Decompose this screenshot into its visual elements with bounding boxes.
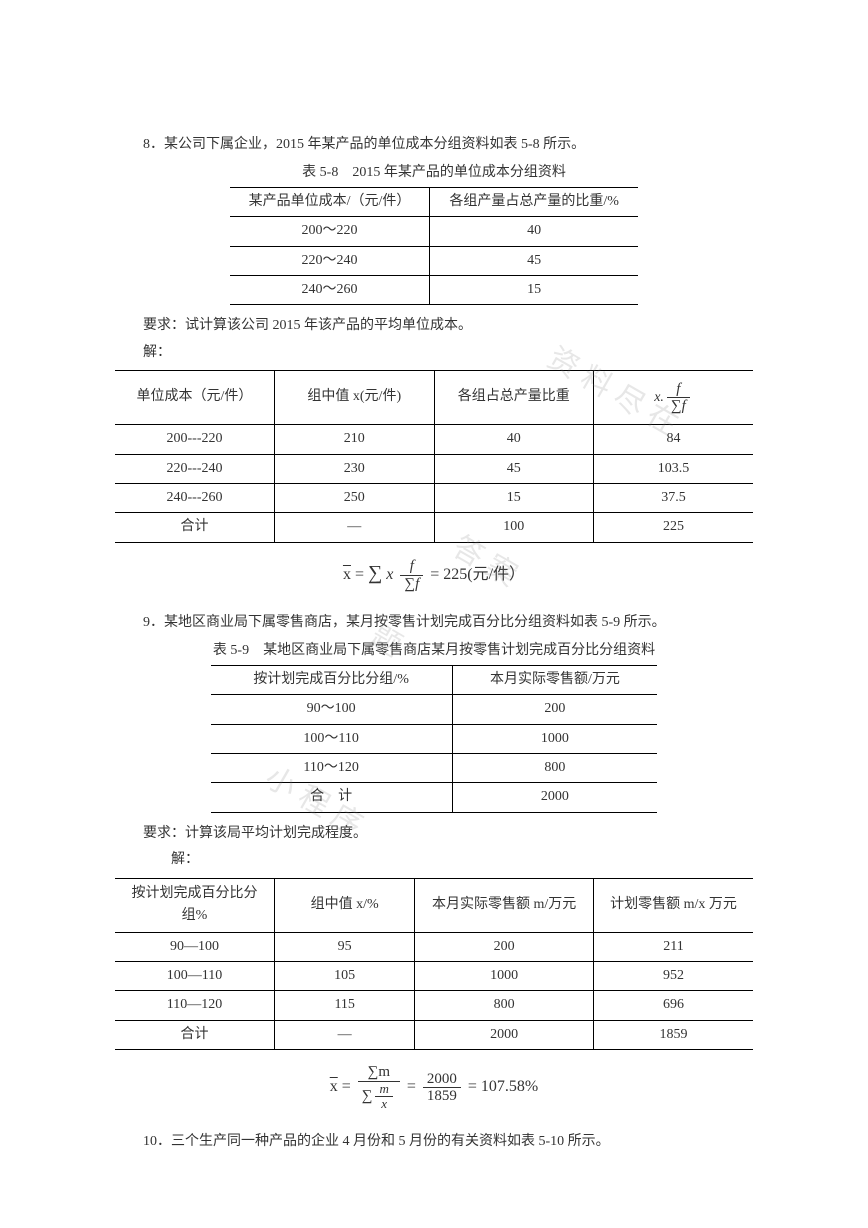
q9-formula: x = ∑m ∑mx = 2000 1859 = 107.58%: [115, 1064, 753, 1111]
th: 各组占总产量比重: [434, 371, 594, 425]
table-row: 200---2202104084: [115, 425, 753, 454]
table-row: 合计—20001859: [115, 1020, 753, 1049]
table-row: 按计划完成百分比分组% 组中值 x/% 本月实际零售额 m/万元 计划零售额 m…: [115, 878, 753, 932]
page: 资料尽在 答案 小程序 题 8．某公司下属企业，2015 年某产品的单位成本分组…: [0, 0, 868, 1228]
table-row: 100—1101051000952: [115, 961, 753, 990]
th: 本月实际零售额 m/万元: [415, 878, 594, 932]
th: 按计划完成百分比分组/%: [211, 665, 452, 694]
table-row: 90～100200: [211, 695, 658, 724]
table-row: 合计—100225: [115, 513, 753, 542]
table-row: 220～24045: [230, 246, 638, 275]
table-row: 100～1101000: [211, 724, 658, 753]
q9-sol: 解：: [171, 849, 753, 871]
q8-formula: x = ∑ x f∑f = 225(元/件）: [115, 557, 753, 592]
table-row: 90—10095200211: [115, 932, 753, 961]
th: 计划零售额 m/x 万元: [593, 878, 753, 932]
table-row: 按计划完成百分比分组/% 本月实际零售额/万元: [211, 665, 658, 694]
table-row: 110—120115800696: [115, 991, 753, 1020]
table-row: 单位成本（元/件） 组中值 x(元/件) 各组占总产量比重 x.f∑f: [115, 371, 753, 425]
th: 组中值 x/%: [275, 878, 415, 932]
table-row: 220---24023045103.5: [115, 454, 753, 483]
th: 本月实际零售额/万元: [452, 665, 657, 694]
table-row: 110～120800: [211, 753, 658, 782]
table-row: 200～22040: [230, 217, 638, 246]
table-row: 合 计2000: [211, 783, 658, 812]
q8-sol: 解：: [143, 342, 753, 364]
q8-caption: 表 5-8 2015 年某产品的单位成本分组资料: [115, 162, 753, 184]
q9-prompt: 9．某地区商业局下属零售商店，某月按零售计划完成百分比分组资料如表 5-9 所示…: [143, 612, 753, 634]
q9-req: 要求：计算该局平均计划完成程度。: [143, 823, 753, 845]
table-row: 240---2602501537.5: [115, 483, 753, 512]
q10-prompt: 10．三个生产同一种产品的企业 4 月份和 5 月份的有关资料如表 5-10 所…: [143, 1131, 753, 1153]
table-row: 240～26015: [230, 275, 638, 304]
table-row: 某产品单位成本/（元/件） 各组产量占总产量的比重/%: [230, 187, 638, 216]
q8-req: 要求：试计算该公司 2015 年该产品的平均单位成本。: [143, 315, 753, 337]
q9-caption: 表 5-9 某地区商业局下属零售商店某月按零售计划完成百分比分组资料: [115, 640, 753, 662]
table-5-9: 按计划完成百分比分组/% 本月实际零售额/万元 90～100200 100～11…: [211, 665, 658, 813]
th-formula: x.f∑f: [594, 371, 754, 425]
q8-prompt: 8．某公司下属企业，2015 年某产品的单位成本分组资料如表 5-8 所示。: [143, 134, 753, 156]
table-q8-detail: 单位成本（元/件） 组中值 x(元/件) 各组占总产量比重 x.f∑f 200-…: [115, 370, 753, 543]
th: 组中值 x(元/件): [275, 371, 435, 425]
th: 单位成本（元/件）: [115, 371, 275, 425]
th: 按计划完成百分比分组%: [115, 878, 275, 932]
table-q9-detail: 按计划完成百分比分组% 组中值 x/% 本月实际零售额 m/万元 计划零售额 m…: [115, 878, 753, 1051]
table-5-8: 某产品单位成本/（元/件） 各组产量占总产量的比重/% 200～22040 22…: [230, 187, 638, 306]
th-cost: 某产品单位成本/（元/件）: [230, 187, 430, 216]
th-weight: 各组产量占总产量的比重/%: [430, 187, 639, 216]
